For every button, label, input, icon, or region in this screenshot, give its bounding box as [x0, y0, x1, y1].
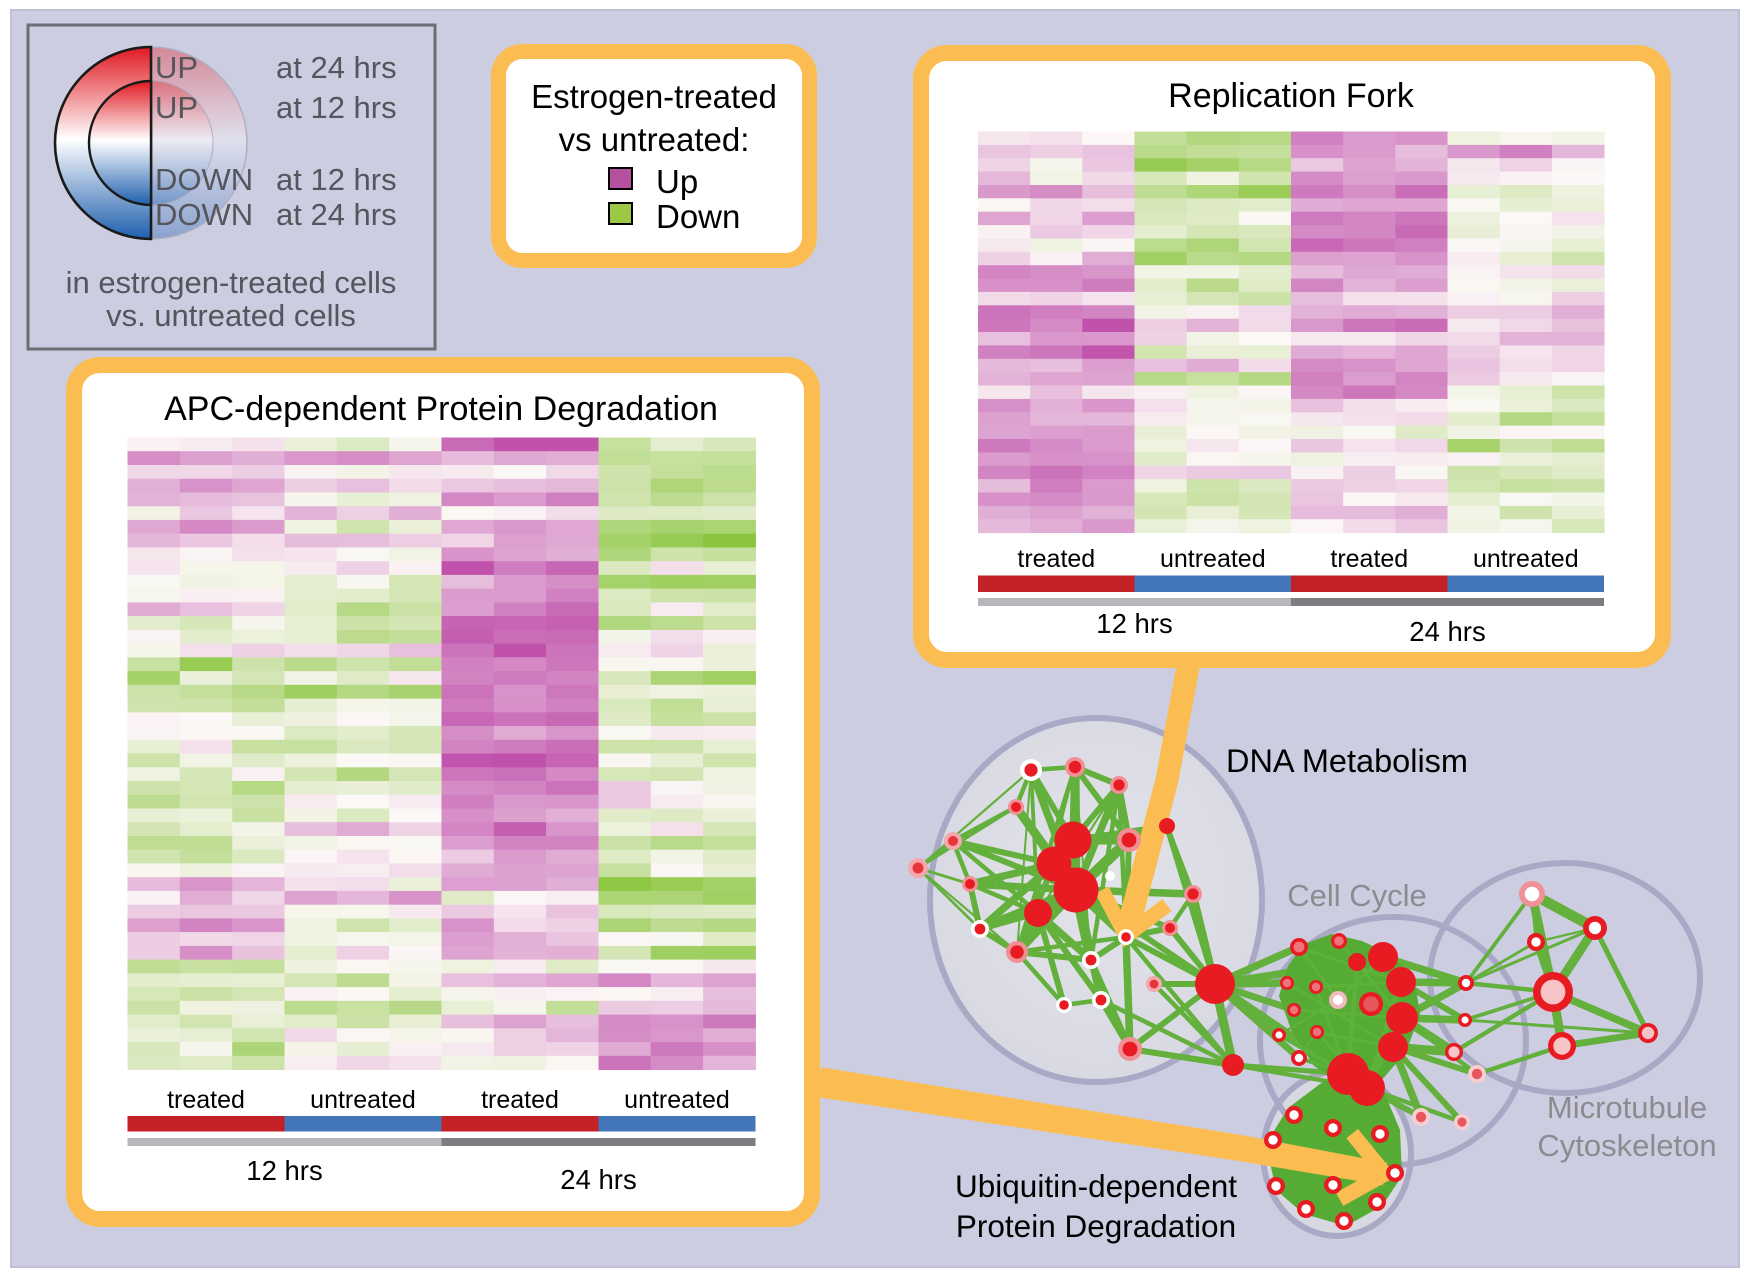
- svg-text:at 12 hrs: at 12 hrs: [276, 90, 397, 125]
- svg-text:24 hrs: 24 hrs: [1409, 616, 1485, 647]
- svg-text:at 24 hrs: at 24 hrs: [276, 197, 397, 232]
- svg-text:Replication Fork: Replication Fork: [1168, 77, 1415, 115]
- svg-text:DNA Metabolism: DNA Metabolism: [1226, 743, 1468, 779]
- svg-text:treated: treated: [1017, 545, 1095, 573]
- svg-text:UP: UP: [155, 90, 198, 125]
- svg-text:Up: Up: [656, 163, 698, 200]
- svg-text:treated: treated: [481, 1086, 559, 1114]
- svg-text:untreated: untreated: [1160, 545, 1266, 573]
- svg-text:DOWN: DOWN: [155, 162, 253, 197]
- svg-text:Microtubule: Microtubule: [1547, 1090, 1707, 1125]
- svg-text:24 hrs: 24 hrs: [560, 1164, 636, 1195]
- svg-text:untreated: untreated: [624, 1086, 730, 1114]
- svg-text:UP: UP: [155, 50, 198, 85]
- svg-text:at 12 hrs: at 12 hrs: [276, 162, 397, 197]
- svg-text:12 hrs: 12 hrs: [1096, 608, 1172, 639]
- svg-text:vs. untreated cells: vs. untreated cells: [106, 298, 356, 333]
- svg-text:Ubiquitin-dependent: Ubiquitin-dependent: [955, 1168, 1237, 1204]
- svg-text:vs untreated:: vs untreated:: [559, 121, 750, 158]
- svg-text:Down: Down: [656, 198, 740, 235]
- svg-text:DOWN: DOWN: [155, 197, 253, 232]
- svg-text:Protein Degradation: Protein Degradation: [956, 1208, 1236, 1244]
- svg-text:12 hrs: 12 hrs: [246, 1155, 322, 1186]
- svg-text:Estrogen-treated: Estrogen-treated: [531, 78, 777, 115]
- svg-text:in estrogen-treated cells: in estrogen-treated cells: [66, 265, 397, 300]
- svg-text:treated: treated: [1330, 545, 1408, 573]
- svg-text:APC-dependent Protein Degradat: APC-dependent Protein Degradation: [164, 390, 718, 428]
- svg-text:Cell Cycle: Cell Cycle: [1287, 878, 1427, 913]
- svg-text:untreated: untreated: [310, 1086, 416, 1114]
- svg-text:untreated: untreated: [1473, 545, 1579, 573]
- svg-text:Cytoskeleton: Cytoskeleton: [1537, 1128, 1716, 1163]
- svg-text:at 24 hrs: at 24 hrs: [276, 50, 397, 85]
- svg-text:treated: treated: [167, 1086, 245, 1114]
